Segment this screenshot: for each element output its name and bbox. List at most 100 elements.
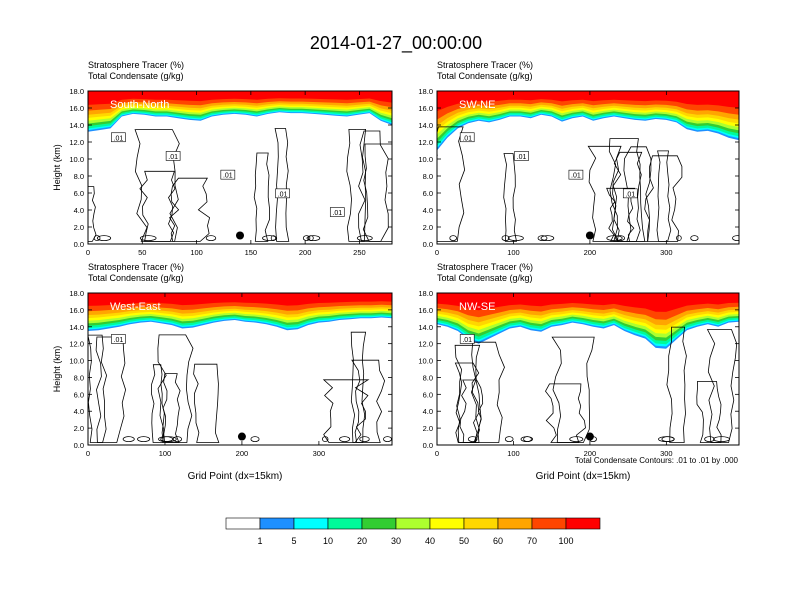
tracer-band-10 bbox=[437, 293, 739, 312]
x-tick-label: 0 bbox=[86, 449, 90, 458]
y-tick-label: 14.0 bbox=[69, 121, 84, 130]
plot-frame bbox=[436, 90, 740, 245]
svg-text:.01: .01 bbox=[168, 154, 178, 161]
x-tick-label: 100 bbox=[190, 248, 203, 257]
panel-subtitle: Stratosphere Tracer (%) bbox=[88, 60, 184, 70]
contour-blob bbox=[713, 436, 730, 443]
contour-blob bbox=[93, 235, 101, 242]
y-axis: 0.0 2.0 4.0 6.0 8.0 10.0 12.0 14.0 16.0 18.0 Heigh… bbox=[52, 289, 392, 450]
contour-blob bbox=[467, 436, 478, 443]
x-tick-label: 0 bbox=[86, 248, 90, 257]
y-tick-label: 2.0 bbox=[423, 424, 433, 433]
contour-blob bbox=[507, 235, 524, 242]
contour-label: .01 bbox=[514, 151, 529, 161]
legend-swatch bbox=[259, 517, 295, 530]
contour-blob bbox=[96, 235, 112, 242]
plot-frame bbox=[87, 292, 393, 446]
legend-swatch bbox=[565, 517, 601, 530]
legend-level-label: 100 bbox=[558, 536, 573, 546]
x-tick-label: 100 bbox=[507, 248, 520, 257]
tracer-band-10 bbox=[88, 293, 392, 306]
svg-text:.01: .01 bbox=[114, 135, 124, 142]
contour-line bbox=[193, 363, 220, 443]
svg-text:.01: .01 bbox=[114, 337, 124, 344]
svg-text:.01: .01 bbox=[462, 337, 472, 344]
y-tick-label: 0.0 bbox=[423, 441, 433, 450]
contour-line bbox=[350, 331, 367, 443]
contour-line bbox=[162, 373, 181, 443]
svg-text:.01: .01 bbox=[278, 191, 288, 198]
x-tick-label: 0 bbox=[435, 248, 439, 257]
contour-blob bbox=[569, 436, 584, 443]
x-tick-label: 0 bbox=[435, 449, 439, 458]
tracer-band-10 bbox=[437, 91, 739, 112]
y-tick-label: 0.0 bbox=[74, 240, 84, 249]
legend-level-label: 70 bbox=[527, 536, 537, 546]
legend-level-label: 30 bbox=[391, 536, 401, 546]
contour-label: .01 bbox=[220, 169, 236, 180]
contour-line bbox=[606, 187, 636, 242]
y-tick-label: 10.0 bbox=[69, 155, 84, 164]
contour-blob bbox=[122, 436, 135, 443]
contour-line bbox=[253, 152, 271, 242]
panels: .01 .01 .01 .01 .01 South-North Stratosphere T… bbox=[52, 60, 740, 482]
x-axis-label: Grid Point (dx=15km) bbox=[536, 471, 631, 482]
panel-south-north: .01 .01 .01 .01 .01 South-North Stratosphere T… bbox=[52, 60, 393, 257]
contour-line bbox=[470, 341, 505, 443]
contour-label: .01 bbox=[275, 188, 290, 198]
contour-line bbox=[706, 329, 738, 443]
color-legend: 1 5 10 20 30 40 50 60 70 100 bbox=[225, 517, 601, 546]
legend-swatch bbox=[225, 517, 261, 530]
y-tick-label: 14.0 bbox=[69, 323, 84, 332]
x-tick-label: 300 bbox=[660, 449, 673, 458]
y-tick-label: 8.0 bbox=[423, 172, 433, 181]
y-tick-label: 18.0 bbox=[69, 87, 84, 96]
contour-blob bbox=[339, 436, 351, 443]
x-tick-label: 200 bbox=[584, 449, 597, 458]
panel-subtitle: Total Condensate (g/kg) bbox=[437, 273, 533, 283]
contour-blob bbox=[606, 235, 623, 242]
condensate-contours bbox=[454, 326, 738, 443]
contour-blob bbox=[501, 235, 510, 242]
contour-line bbox=[358, 130, 389, 242]
contour-label: .01 bbox=[459, 334, 475, 344]
y-tick-label: 2.0 bbox=[423, 223, 433, 232]
contour-blob bbox=[158, 436, 174, 443]
contour-label: .01 bbox=[329, 207, 345, 217]
x-axis: 0 50 100 150 200 250 bbox=[86, 91, 366, 257]
figure-title: 2014-01-27_00:00:00 bbox=[310, 33, 482, 54]
contour-line bbox=[644, 155, 683, 242]
tracer-band-10 bbox=[88, 91, 392, 105]
y-tick-label: 4.0 bbox=[423, 407, 433, 416]
panel-name: South-North bbox=[110, 99, 169, 111]
x-tick-label: 300 bbox=[660, 248, 673, 257]
y-tick-label: 8.0 bbox=[74, 373, 84, 382]
x-axis: 0 100 200 300 Grid Point (dx=15km) bbox=[435, 293, 673, 482]
contour-line bbox=[346, 129, 367, 242]
legend-level-label: 50 bbox=[459, 536, 469, 546]
contour-blob bbox=[690, 235, 699, 242]
contour-blob bbox=[250, 436, 260, 443]
contour-blob bbox=[356, 235, 373, 242]
contour-blob bbox=[302, 235, 311, 242]
contour-line bbox=[454, 344, 482, 443]
contour-blob bbox=[205, 235, 217, 242]
y-tick-label: 0.0 bbox=[74, 441, 84, 450]
y-tick-label: 2.0 bbox=[74, 223, 84, 232]
svg-text:.01: .01 bbox=[462, 135, 472, 142]
panel-subtitle: Stratosphere Tracer (%) bbox=[437, 60, 533, 70]
contour-blob bbox=[449, 235, 458, 242]
y-tick-label: 12.0 bbox=[418, 138, 433, 147]
contour-line bbox=[623, 146, 652, 242]
x-tick-label: 100 bbox=[507, 449, 520, 458]
plot-frame bbox=[87, 90, 393, 245]
y-axis: 0.0 2.0 4.0 6.0 8.0 10.0 12.0 14.0 16.0 18.0 bbox=[418, 289, 739, 450]
contour-line bbox=[88, 186, 97, 242]
contour-label: .01 bbox=[459, 132, 475, 142]
contour-line bbox=[139, 170, 176, 242]
y-tick-label: 18.0 bbox=[418, 87, 433, 96]
contour-line bbox=[666, 326, 687, 443]
x-tick-label: 200 bbox=[584, 248, 597, 257]
contour-line bbox=[169, 177, 211, 242]
